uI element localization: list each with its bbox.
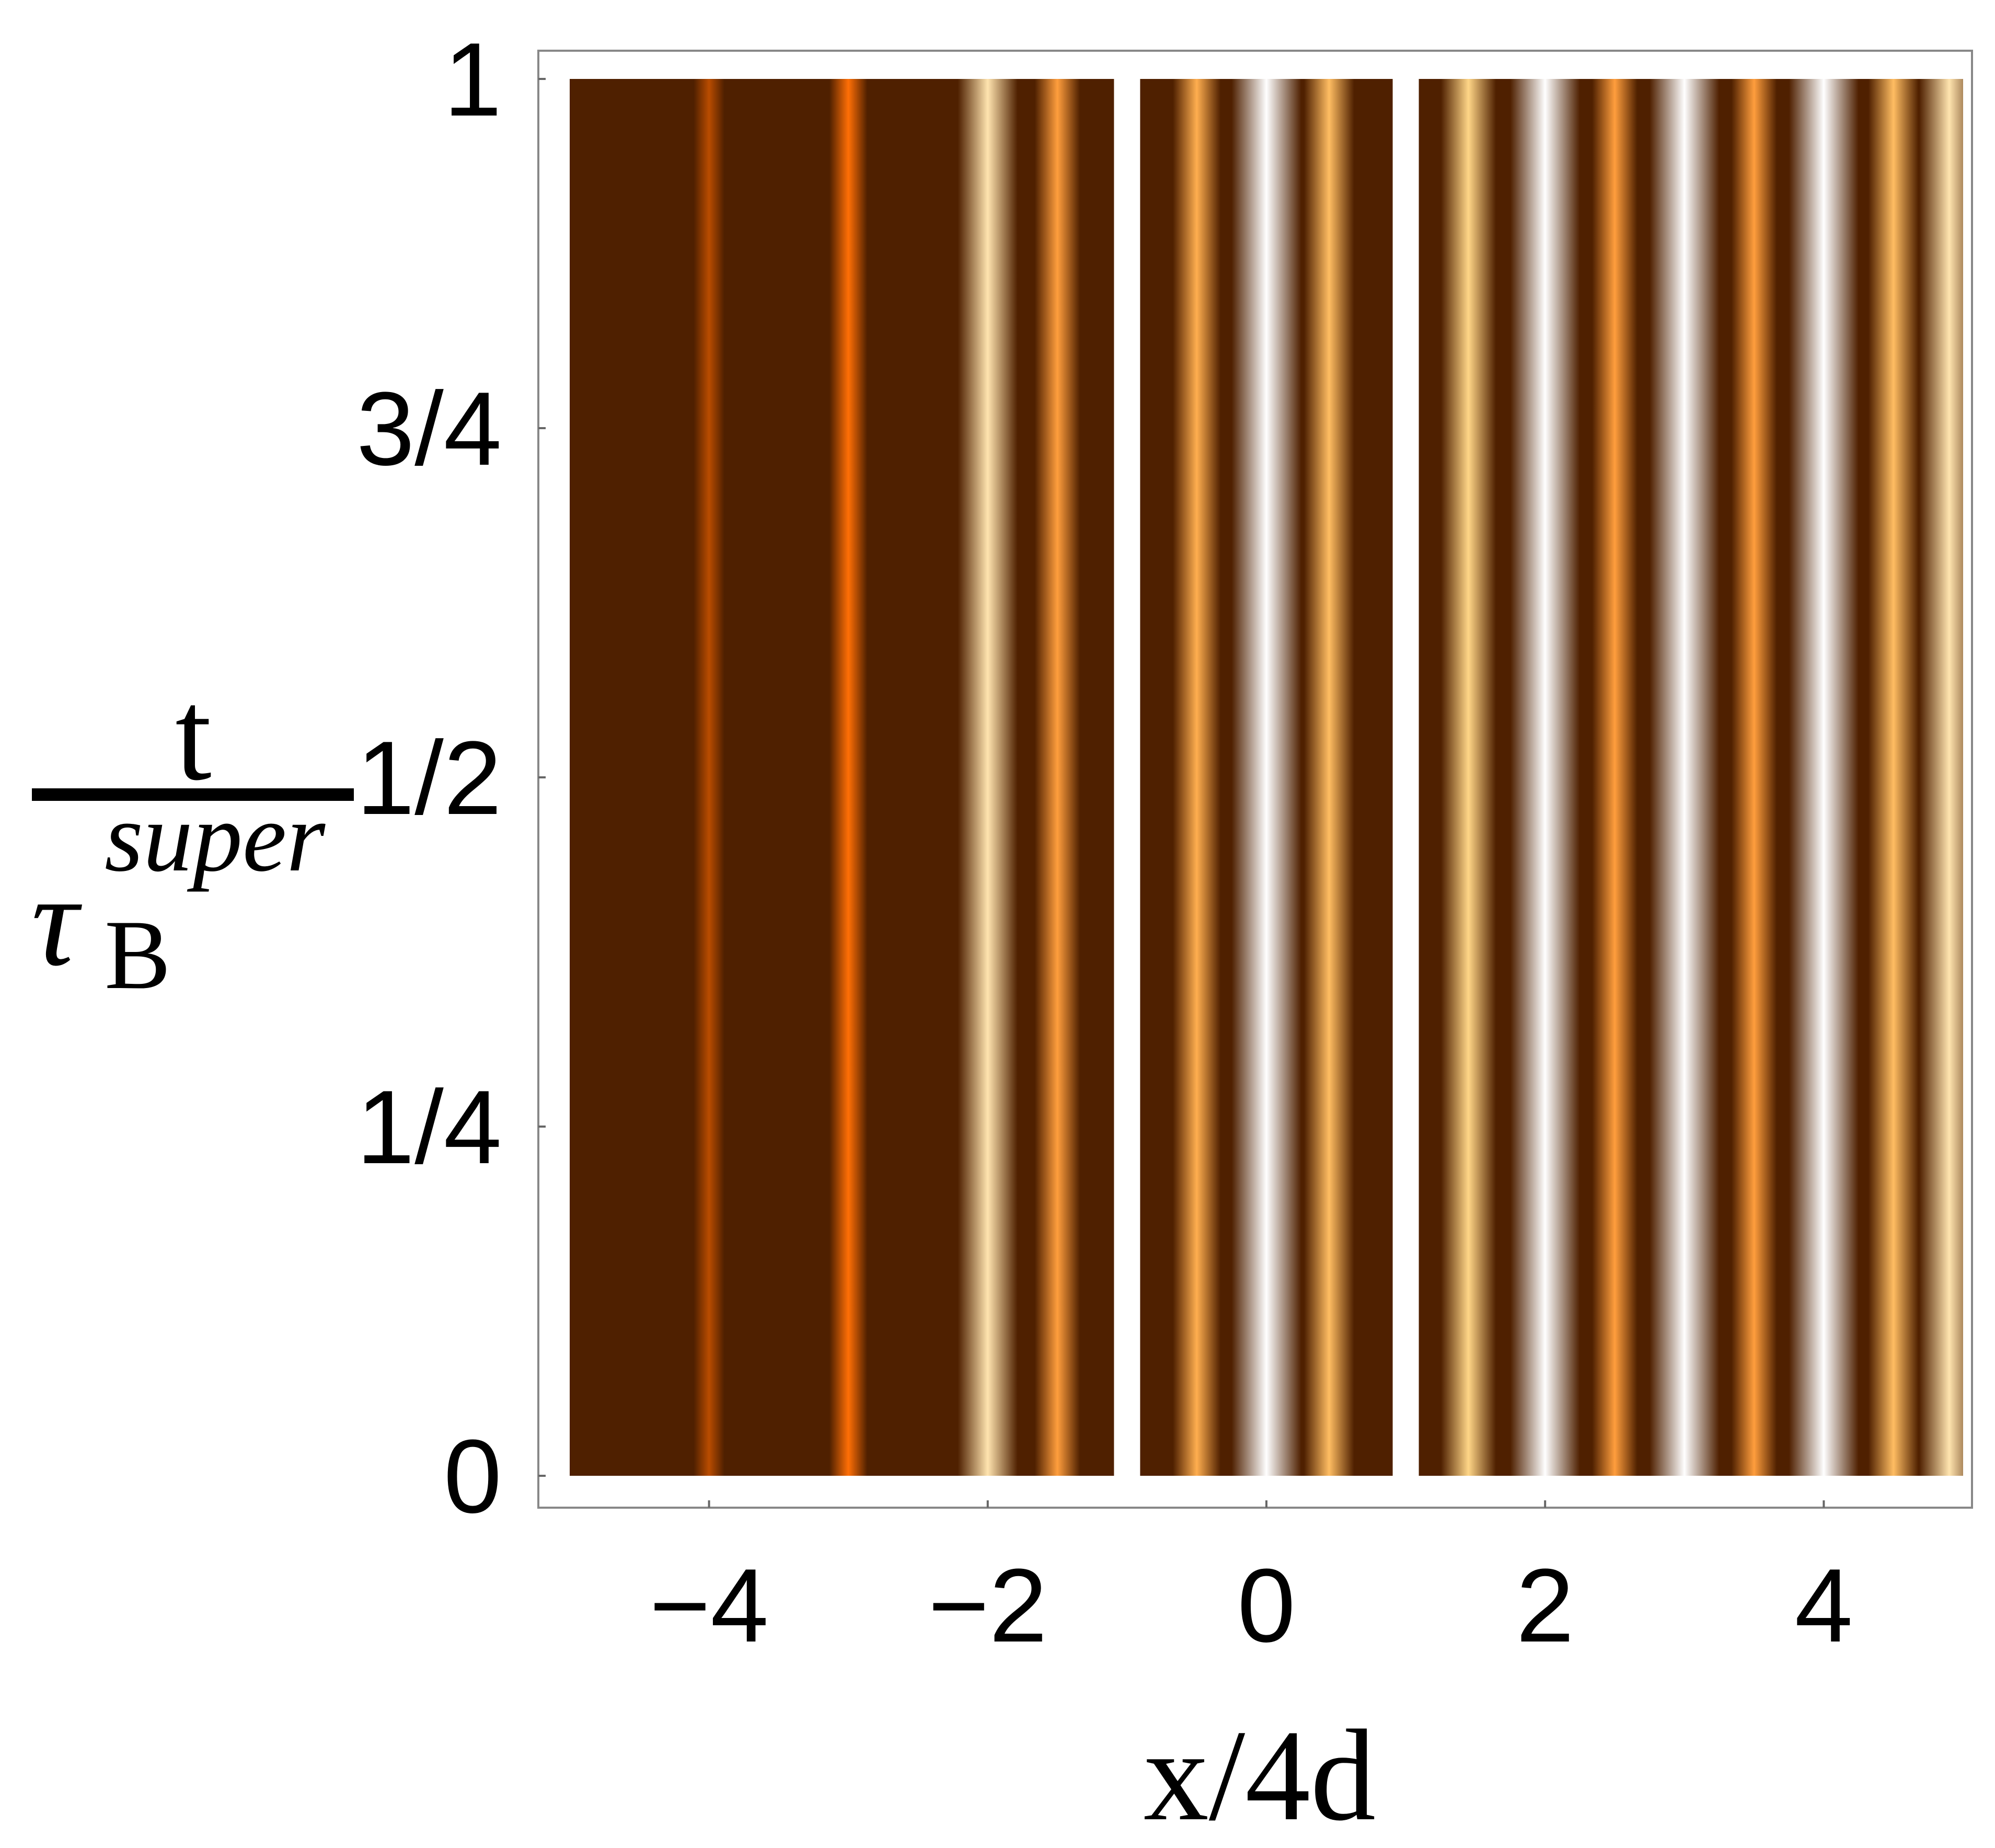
stripe [1231, 79, 1301, 1476]
y-tick-label: 1/2 [356, 720, 502, 836]
stripe [1919, 79, 1963, 1476]
stripe [1592, 79, 1637, 1476]
x-axis-label: x/4d [1144, 1703, 1376, 1845]
stripe [1440, 79, 1496, 1476]
x-tick-label: 0 [1237, 1547, 1295, 1664]
y-tick-label: 0 [444, 1418, 502, 1535]
heatmap [570, 79, 1963, 1476]
y-tick-label: 1/4 [356, 1069, 502, 1186]
stripe [1868, 79, 1919, 1476]
x-tick-label: −2 [928, 1547, 1047, 1664]
stripe [1510, 79, 1580, 1476]
y-tick-label: 3/4 [356, 371, 502, 487]
stripe [829, 79, 868, 1476]
stripe [1304, 79, 1354, 1476]
stripe [1650, 79, 1720, 1476]
stripe [1731, 79, 1777, 1476]
gap [1114, 79, 1140, 1476]
stripe [1789, 79, 1859, 1476]
stripe [958, 79, 1018, 1476]
gap [1392, 79, 1419, 1476]
x-tick-label: −4 [650, 1547, 769, 1664]
y-label-bar [32, 788, 354, 801]
stripe [1034, 79, 1080, 1476]
y-label-numerator: t [175, 663, 211, 808]
stripe [694, 79, 724, 1476]
stripe [1173, 79, 1221, 1476]
x-tick-label: 4 [1795, 1547, 1853, 1664]
y-tick-label: 1 [444, 21, 502, 138]
y-label-subscript: B [105, 900, 171, 1010]
x-tick-label: 2 [1516, 1547, 1574, 1664]
y-label-superscript: super [105, 783, 326, 892]
y-label-denominator: τ [31, 848, 83, 993]
